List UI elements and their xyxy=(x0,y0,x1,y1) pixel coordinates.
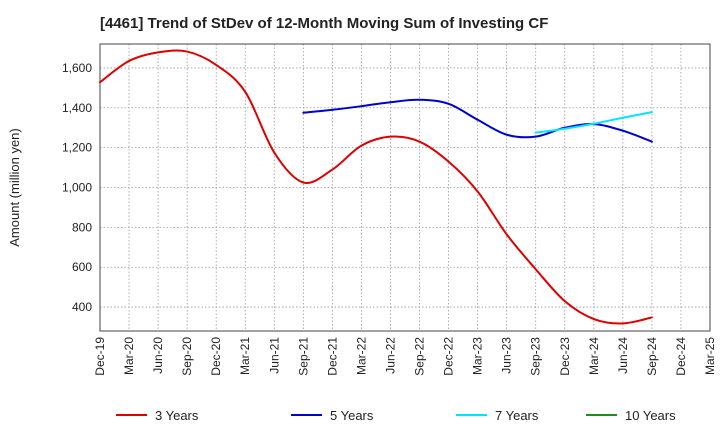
x-tick-label: Dec-20 xyxy=(209,337,223,376)
series-lines xyxy=(99,49,653,325)
legend-label: 10 Years xyxy=(625,408,676,423)
y-tick-label: 800 xyxy=(72,220,92,234)
x-tick-label: Sep-23 xyxy=(529,337,543,376)
x-tick-label: Sep-20 xyxy=(180,337,194,376)
x-tick-label: Dec-23 xyxy=(558,337,572,376)
x-tick-label: Jun-24 xyxy=(616,337,630,374)
y-tick-label: 1,400 xyxy=(62,101,92,115)
x-tick-label: Dec-22 xyxy=(442,337,456,376)
x-tick-label: Jun-22 xyxy=(383,337,397,374)
plot-area xyxy=(99,43,711,332)
x-tick-label: Mar-24 xyxy=(587,337,601,375)
y-tick-label: 600 xyxy=(72,260,92,274)
y-tick-label: 1,200 xyxy=(62,141,92,155)
x-tick-label: Sep-24 xyxy=(645,337,659,376)
grid xyxy=(100,44,710,331)
x-tick-label: Jun-21 xyxy=(267,337,281,374)
legend-label: 3 Years xyxy=(155,408,199,423)
x-tick-label: Jun-20 xyxy=(151,337,165,374)
x-tick-label: Dec-24 xyxy=(674,337,688,376)
x-tick-label: Mar-25 xyxy=(703,337,717,375)
legend-label: 5 Years xyxy=(330,408,374,423)
x-tick-label: Sep-21 xyxy=(296,337,310,376)
legend: 3 Years 5 Years 7 Years 10 Years xyxy=(116,408,676,423)
x-tick-label: Mar-20 xyxy=(122,337,136,375)
x-tick-label: Mar-22 xyxy=(354,337,368,375)
y-axis-label: Amount (million yen) xyxy=(7,128,22,247)
x-tick-label: Sep-22 xyxy=(413,337,427,376)
y-tick-label: 1,600 xyxy=(62,61,92,75)
x-tick-label: Jun-23 xyxy=(500,337,514,374)
x-tick-label: Dec-19 xyxy=(93,337,107,376)
y-tick-label: 400 xyxy=(72,300,92,314)
series-line-3 xyxy=(534,111,653,134)
chart-title: [4461] Trend of StDev of 12-Month Moving… xyxy=(100,15,548,32)
legend-label: 7 Years xyxy=(495,408,539,423)
x-axis-ticks: Dec-19 Mar-20 Jun-20 Sep-20 Dec-20 Mar-21 Jun-… xyxy=(93,337,717,376)
x-tick-label: Mar-21 xyxy=(238,337,252,375)
y-axis-ticks: 400 600 800 1,000 1,200 1,400 1,600 xyxy=(62,61,92,314)
x-tick-label: Mar-23 xyxy=(471,337,485,375)
x-tick-label: Dec-21 xyxy=(325,337,339,376)
y-tick-label: 1,000 xyxy=(62,181,92,195)
series-line-1 xyxy=(99,49,653,325)
